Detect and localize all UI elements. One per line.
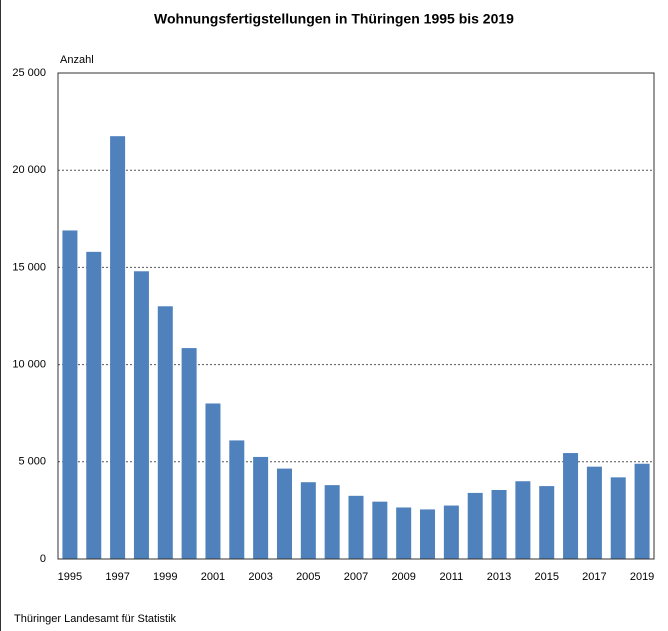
bar <box>157 306 173 559</box>
bar <box>420 509 436 559</box>
y-tick-label: 10 000 <box>12 359 46 371</box>
x-tick-label: 2017 <box>582 571 606 583</box>
y-axis-label: Anzahl <box>60 54 94 66</box>
bar <box>515 481 531 559</box>
x-tick-label: 2015 <box>534 571 558 583</box>
x-tick-label: 2003 <box>248 571 272 583</box>
bar <box>563 453 579 559</box>
x-tick-label: 2013 <box>487 571 511 583</box>
x-tick-label: 2001 <box>201 571 225 583</box>
x-tick-label: 2005 <box>296 571 320 583</box>
x-tick-label: 1995 <box>58 571 82 583</box>
x-tick-label: 2011 <box>440 571 464 583</box>
bar <box>229 440 245 559</box>
bar <box>276 468 292 559</box>
bar <box>491 489 507 559</box>
bar <box>300 482 316 559</box>
bar <box>586 466 602 559</box>
bar <box>205 403 221 559</box>
x-tick-label: 2009 <box>391 571 415 583</box>
source: Thüringer Landesamt für Statistik <box>14 613 177 625</box>
bar <box>610 477 626 559</box>
x-tick-label: 1999 <box>153 571 177 583</box>
bar <box>443 505 459 559</box>
bar <box>372 501 388 559</box>
bar <box>467 492 483 559</box>
y-tick-label: 15 000 <box>12 261 46 273</box>
bar <box>62 230 78 560</box>
x-tick-label: 2007 <box>344 571 368 583</box>
bar <box>86 251 102 559</box>
y-tick-label: 20 000 <box>12 164 46 176</box>
bar <box>133 271 149 559</box>
bar <box>110 136 126 559</box>
bar <box>253 456 269 559</box>
y-tick-label: 25 000 <box>12 67 46 79</box>
x-tick-label: 2019 <box>630 571 654 583</box>
y-tick-label: 0 <box>40 553 46 565</box>
x-tick-label: 1997 <box>105 571 129 583</box>
bar <box>396 507 412 559</box>
y-tick-label: 5 000 <box>18 456 46 468</box>
bar <box>181 348 197 559</box>
plot-frame <box>57 72 655 560</box>
chart-title: Wohnungsfertigstellungen in Thüringen 19… <box>154 11 514 27</box>
bar <box>634 463 650 559</box>
bar <box>539 486 555 559</box>
bar <box>348 495 364 559</box>
bar <box>324 485 340 559</box>
